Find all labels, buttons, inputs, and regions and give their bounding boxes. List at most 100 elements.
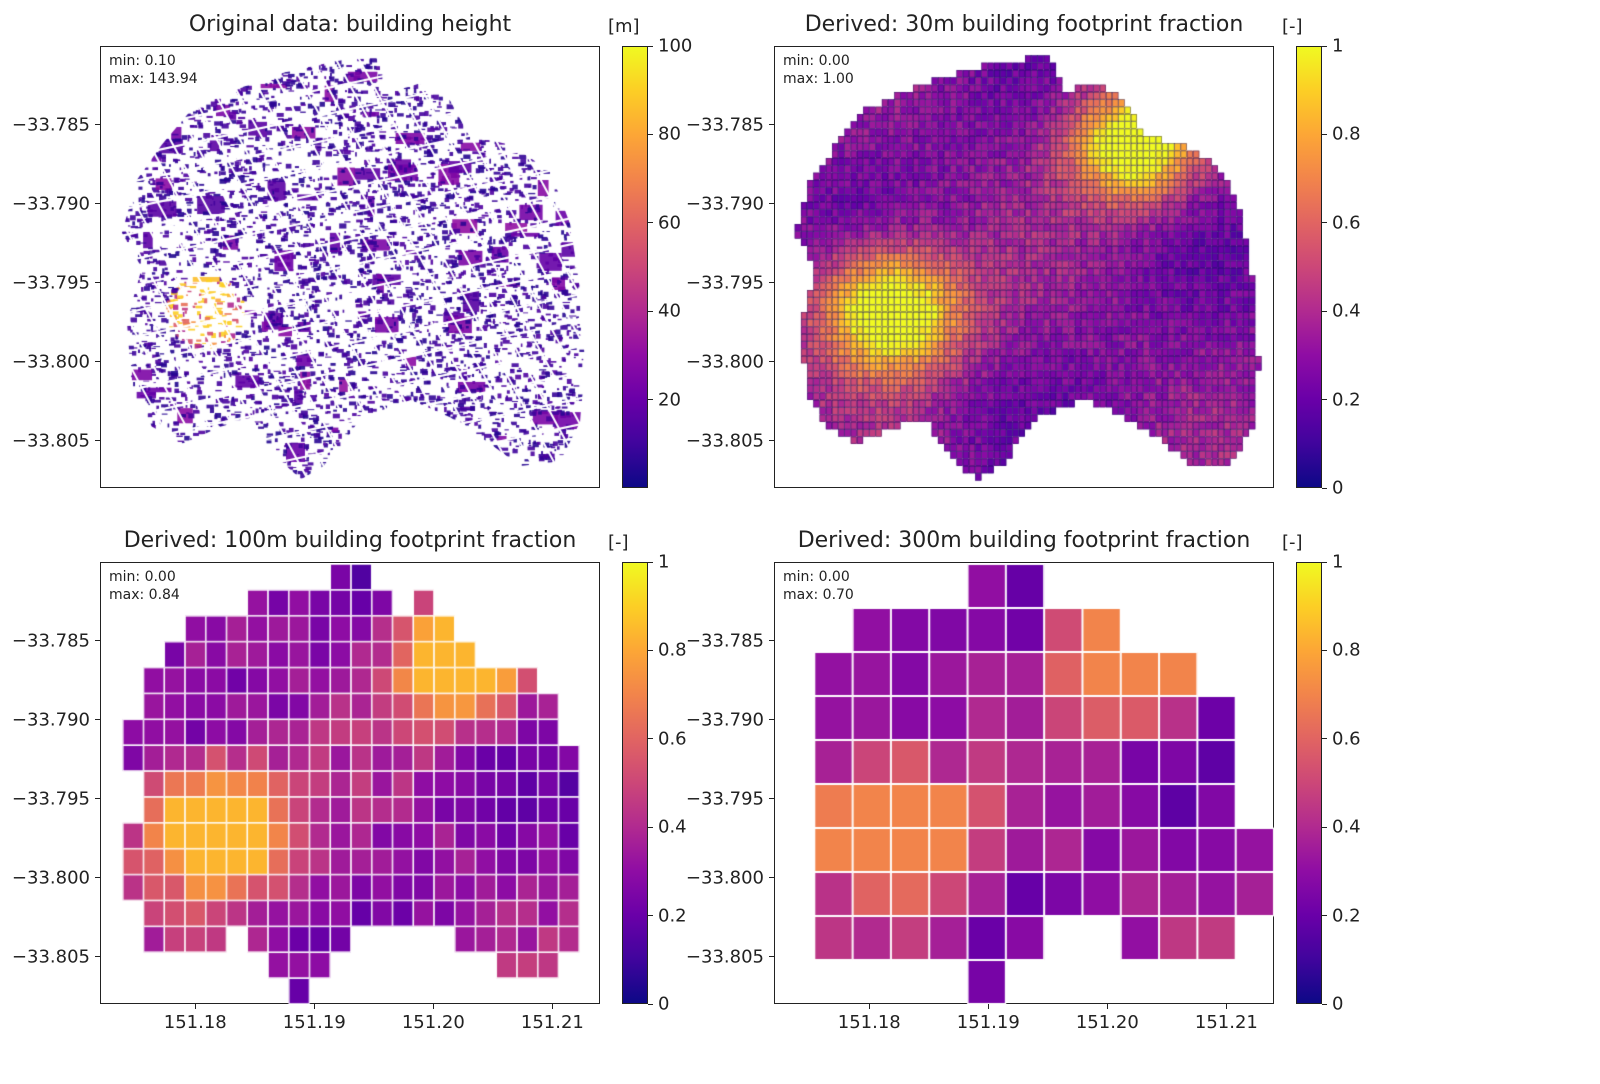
colorbar-unit-tl: [m] [608, 16, 640, 37]
colorbar-tick-label: 0.2 [1332, 905, 1361, 926]
colorbar-tick-mark [1322, 827, 1327, 828]
colorbar-tick-mark [648, 311, 653, 312]
colorbar-tick-mark [648, 46, 653, 47]
panel-title-bl: Derived: 100m building footprint fractio… [100, 528, 600, 553]
ytick-mark [95, 640, 100, 641]
panel-bl: min: 0.00max: 0.84 [100, 562, 600, 1004]
min-label: min: 0.00 [783, 569, 854, 587]
xtick-label: 151.19 [957, 1012, 1020, 1033]
xtick-mark [1226, 1004, 1227, 1009]
colorbar-tick-mark [1322, 915, 1327, 916]
colorbar-tick-mark [1322, 650, 1327, 651]
max-label: max: 1.00 [783, 71, 854, 89]
colorbar-tick-label: 0.4 [1332, 301, 1361, 322]
minmax-bl: min: 0.00max: 0.84 [109, 569, 180, 604]
colorbar-tick-mark [648, 915, 653, 916]
panel-br: min: 0.00max: 0.70 [774, 562, 1274, 1004]
colorbar-tick-label: 0.4 [658, 817, 687, 838]
minmax-br: min: 0.00max: 0.70 [783, 569, 854, 604]
ytick-label: −33.785 [12, 630, 90, 651]
colorbar-tick-label: 0.8 [1332, 124, 1361, 145]
max-label: max: 0.84 [109, 587, 180, 605]
ytick-mark [95, 124, 100, 125]
xtick-mark [552, 1004, 553, 1009]
ytick-mark [95, 719, 100, 720]
plot-br [776, 564, 1274, 1004]
colorbar-tick-label: 1 [1332, 36, 1343, 57]
panel-title-tr: Derived: 30m building footprint fraction [774, 12, 1274, 37]
ytick-label: −33.805 [12, 946, 90, 967]
ytick-mark [769, 124, 774, 125]
ytick-mark [769, 282, 774, 283]
xtick-mark [869, 1004, 870, 1009]
colorbar-tick-label: 60 [658, 212, 681, 233]
min-label: min: 0.00 [783, 53, 854, 71]
colorbar-tick-label: 1 [1332, 552, 1343, 573]
panel-title-br: Derived: 300m building footprint fractio… [774, 528, 1274, 553]
ytick-mark [95, 798, 100, 799]
colorbar-unit-br: [-] [1282, 532, 1303, 553]
panel-tr: min: 0.00max: 1.00 [774, 46, 1274, 488]
ytick-mark [95, 956, 100, 957]
ytick-label: −33.800 [12, 867, 90, 888]
colorbar-tick-mark [1322, 399, 1327, 400]
colorbar-tick-mark [1322, 46, 1327, 47]
ytick-mark [769, 798, 774, 799]
xtick-mark [195, 1004, 196, 1009]
colorbar-tick-label: 1 [658, 552, 669, 573]
ytick-label: −33.800 [686, 351, 764, 372]
minmax-tr: min: 0.00max: 1.00 [783, 53, 854, 88]
colorbar-tick-label: 0.4 [1332, 817, 1361, 838]
colorbar-tl [622, 46, 648, 488]
colorbar-tick-label: 20 [658, 389, 681, 410]
ytick-mark [95, 203, 100, 204]
colorbar-tick-label: 100 [658, 36, 692, 57]
colorbar-tick-mark [648, 650, 653, 651]
ytick-label: −33.785 [686, 630, 764, 651]
colorbar-unit-bl: [-] [608, 532, 629, 553]
colorbar-tick-mark [1322, 134, 1327, 135]
ytick-mark [769, 203, 774, 204]
colorbar-tick-mark [648, 399, 653, 400]
ytick-label: −33.795 [12, 788, 90, 809]
ytick-mark [95, 361, 100, 362]
xtick-label: 151.19 [283, 1012, 346, 1033]
panel-title-tl: Original data: building height [100, 12, 600, 37]
ytick-label: −33.790 [12, 709, 90, 730]
ytick-label: −33.800 [12, 351, 90, 372]
ytick-label: −33.790 [686, 709, 764, 730]
xtick-mark [988, 1004, 989, 1009]
xtick-label: 151.18 [838, 1012, 901, 1033]
colorbar-tick-label: 40 [658, 301, 681, 322]
colorbar-bl [622, 562, 648, 1004]
ytick-mark [95, 440, 100, 441]
xtick-label: 151.20 [1076, 1012, 1139, 1033]
ytick-mark [769, 956, 774, 957]
xtick-label: 151.21 [521, 1012, 584, 1033]
ytick-mark [769, 877, 774, 878]
colorbar-tick-label: 0 [1332, 994, 1343, 1015]
colorbar-tick-label: 0 [658, 994, 669, 1015]
ytick-mark [769, 719, 774, 720]
ytick-mark [769, 640, 774, 641]
ytick-label: −33.795 [686, 272, 764, 293]
colorbar-tick-label: 0.6 [1332, 728, 1361, 749]
colorbar-tick-label: 0.6 [658, 728, 687, 749]
colorbar-tick-mark [1322, 311, 1327, 312]
ytick-label: −33.800 [686, 867, 764, 888]
colorbar-tick-mark [1322, 562, 1327, 563]
ytick-mark [769, 440, 774, 441]
ytick-label: −33.785 [686, 114, 764, 135]
colorbar-tick-mark [648, 562, 653, 563]
ytick-mark [95, 282, 100, 283]
colorbar-tick-mark [1322, 1004, 1327, 1005]
xtick-mark [314, 1004, 315, 1009]
colorbar-tick-label: 0.2 [658, 905, 687, 926]
min-label: min: 0.00 [109, 569, 180, 587]
colorbar-tick-label: 80 [658, 124, 681, 145]
colorbar-tick-mark [648, 738, 653, 739]
colorbar-tick-label: 0.8 [658, 640, 687, 661]
colorbar-tick-mark [1322, 488, 1327, 489]
colorbar-tick-label: 0.8 [1332, 640, 1361, 661]
ytick-label: −33.805 [686, 946, 764, 967]
